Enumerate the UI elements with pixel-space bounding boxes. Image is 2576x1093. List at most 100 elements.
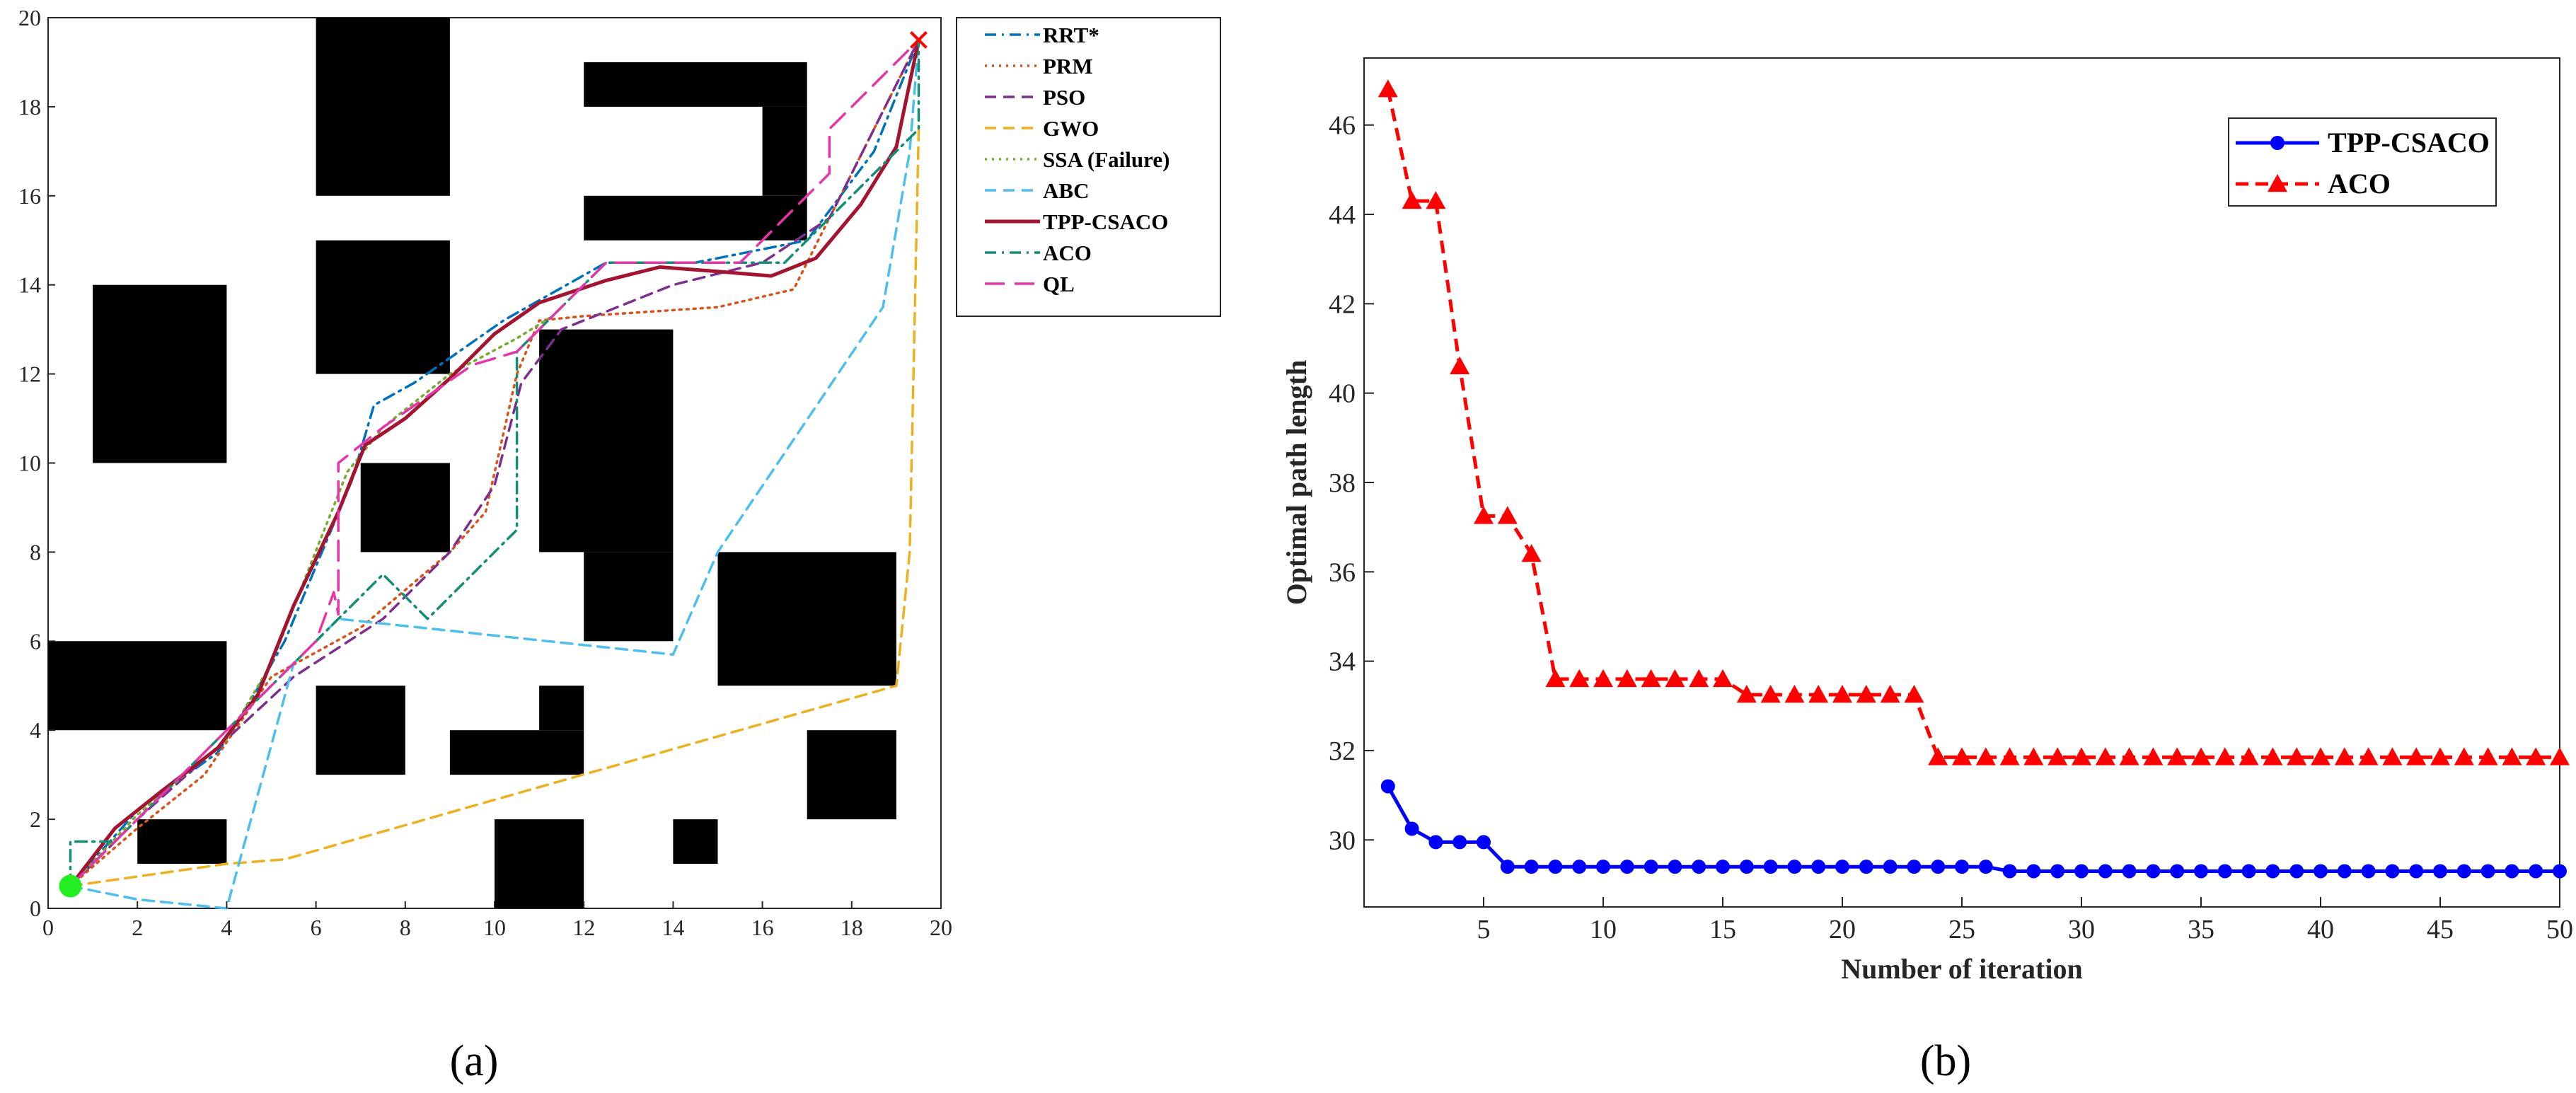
data-point <box>1978 860 1993 874</box>
chart-a-x-ticks: 0 2 4 6 8 10 12 14 16 18 20 <box>42 901 952 940</box>
obstacle-9 <box>495 819 584 908</box>
data-point <box>1955 860 1969 874</box>
obstacle-6 <box>316 686 405 775</box>
data-point <box>2430 747 2450 765</box>
legend-marker <box>2270 136 2285 150</box>
data-point <box>2529 864 2543 879</box>
obstacle-17 <box>762 106 807 196</box>
data-point <box>2265 864 2280 879</box>
data-point <box>1880 685 1900 703</box>
data-point <box>2550 747 2570 765</box>
data-point <box>1713 669 1733 688</box>
x-tick-label: 0 <box>42 915 54 940</box>
data-point <box>1692 860 1706 874</box>
data-point <box>2072 747 2091 765</box>
y-tick-label: 46 <box>1329 111 1356 141</box>
data-point <box>2146 864 2161 879</box>
data-point <box>2119 747 2139 765</box>
data-point <box>1428 835 1443 850</box>
data-point <box>2361 864 2376 879</box>
chart-a-y-ticks: 0 2 4 6 8 10 12 14 16 18 20 <box>18 5 55 921</box>
obstacle-15 <box>584 62 807 107</box>
data-point <box>2214 747 2235 765</box>
data-point <box>2337 864 2352 879</box>
y-tick-label: 38 <box>1329 468 1356 498</box>
x-tick-label: 20 <box>930 915 952 940</box>
legend-box <box>956 17 1221 317</box>
data-point <box>1999 747 2020 765</box>
data-point <box>2239 747 2259 765</box>
chart-a-series-8 <box>69 38 920 888</box>
data-point <box>1931 860 1946 874</box>
data-point <box>2026 864 2041 879</box>
legend-label: PRM <box>1043 54 1093 79</box>
x-tick-label: 15 <box>1709 915 1736 944</box>
data-point <box>2002 864 2017 879</box>
obstacle-16 <box>584 195 807 241</box>
y-tick-label: 16 <box>18 183 41 209</box>
x-tick-label: 50 <box>2546 915 2573 944</box>
data-point <box>1856 685 1876 703</box>
data-point <box>2478 747 2498 765</box>
data-point <box>1521 544 1542 562</box>
obstacle-11 <box>539 329 674 553</box>
data-point <box>1596 860 1610 874</box>
data-point <box>2526 747 2546 765</box>
data-point <box>1952 747 1972 765</box>
data-point <box>2311 747 2330 765</box>
data-point <box>1404 821 1419 836</box>
chart-b-series-1 <box>1377 79 2570 765</box>
data-point <box>2050 864 2065 879</box>
chart-a-series <box>69 38 920 910</box>
x-tick-label: 45 <box>2427 915 2454 944</box>
chart-b-y-ticks: 30 32 34 36 38 40 42 44 46 <box>1329 111 1374 855</box>
data-point <box>1500 860 1515 874</box>
data-point <box>2263 747 2283 765</box>
data-point <box>2553 864 2567 879</box>
data-point <box>1811 860 1826 874</box>
y-tick-label: 30 <box>1329 826 1356 855</box>
obstacle-14 <box>807 730 896 820</box>
x-tick-label: 12 <box>572 915 595 940</box>
data-point <box>1380 779 1395 794</box>
data-point <box>1548 860 1563 874</box>
data-point <box>1739 860 1754 874</box>
data-point <box>1377 79 1398 98</box>
y-tick-label: 18 <box>18 94 41 120</box>
x-tick-label: 35 <box>2188 915 2214 944</box>
data-point <box>2191 747 2211 765</box>
legend-label: TPP-CSACO <box>2328 127 2490 158</box>
chart-a-path-planning-map: 0 2 4 6 8 10 12 14 16 18 20 0 2 4 6 8 10 12 14 16 18 20 RRT*… <box>18 5 1221 940</box>
obstacle-0 <box>316 18 450 196</box>
data-point <box>1883 860 1898 874</box>
data-point <box>1474 506 1494 524</box>
data-point <box>1787 860 1802 874</box>
obstacle-3 <box>48 641 227 731</box>
data-point <box>1572 860 1587 874</box>
legend-label: RRT* <box>1043 23 1099 47</box>
data-point <box>1569 669 1590 688</box>
data-point <box>1497 506 1518 524</box>
data-point <box>1524 860 1539 874</box>
data-point <box>2334 747 2355 765</box>
legend-label: ACO <box>1043 241 1092 265</box>
data-point <box>2217 864 2232 879</box>
x-tick-label: 6 <box>311 915 322 940</box>
data-point <box>2023 747 2044 765</box>
x-tick-label: 40 <box>2307 915 2334 944</box>
data-point <box>2167 747 2188 765</box>
y-tick-label: 4 <box>30 717 41 743</box>
data-point <box>2502 747 2522 765</box>
legend-box <box>2228 117 2497 207</box>
data-point <box>1784 685 1805 703</box>
data-point <box>1736 685 1757 703</box>
y-tick-label: 10 <box>18 451 41 476</box>
data-point <box>1689 669 1709 688</box>
obstacle-12 <box>584 552 674 642</box>
chart-a-series-5 <box>69 38 920 910</box>
chart-a-start-goal <box>59 31 928 898</box>
data-point <box>2456 864 2471 879</box>
y-tick-label: 36 <box>1329 557 1356 587</box>
data-point <box>1402 191 1422 209</box>
legend-label: GWO <box>1043 116 1099 141</box>
